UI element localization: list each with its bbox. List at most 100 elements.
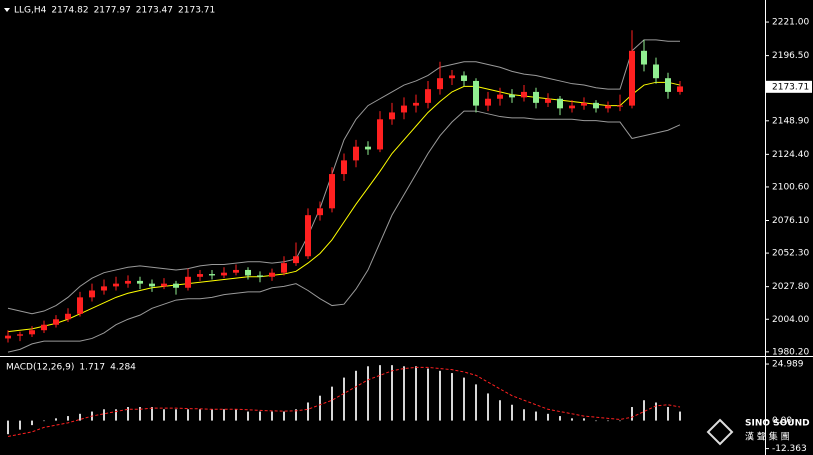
y-tick-label: 2196.50 <box>772 51 809 61</box>
header-text: 2177.97 <box>94 6 131 16</box>
candle-body <box>29 330 35 335</box>
candle-body <box>197 274 203 277</box>
macd-bar <box>595 420 597 422</box>
y-tick-label: 2100.60 <box>772 182 809 192</box>
macd-bar <box>535 411 537 421</box>
candle-body <box>389 112 395 120</box>
macd-bar <box>523 409 525 421</box>
macd-bar <box>451 373 453 421</box>
y-tick-label: 2076.10 <box>772 216 809 226</box>
macd-bar <box>487 393 489 421</box>
candle-body <box>353 146 359 161</box>
macd-bar <box>607 420 609 422</box>
candle-body <box>557 98 563 109</box>
y-tick-label: 1980.20 <box>772 347 809 357</box>
candle-body <box>437 78 443 90</box>
y-tick-label: 2052.30 <box>772 249 809 259</box>
macd-bar <box>391 365 393 421</box>
candle-body <box>257 275 263 277</box>
header-text: 2174.82 <box>51 6 88 16</box>
macd-bar <box>439 370 441 421</box>
macd-bar <box>187 409 189 421</box>
candle-body <box>497 94 503 99</box>
macd-bar <box>127 407 129 421</box>
candle-body <box>113 283 119 287</box>
macd-bar <box>403 366 405 421</box>
macd-bar <box>475 384 477 421</box>
macd-header: 4.284 <box>110 363 136 373</box>
candle-body <box>101 286 107 291</box>
candle-body <box>53 319 59 325</box>
candle-body <box>185 276 191 288</box>
candle-body <box>77 297 83 314</box>
macd-bar <box>175 409 177 421</box>
macd-bar <box>19 420 21 430</box>
macd-bar <box>415 366 417 421</box>
candle-body <box>305 215 311 257</box>
candle-body <box>281 263 287 273</box>
macd-bar <box>343 377 345 421</box>
bollinger-upper <box>7 39 680 315</box>
candle-body <box>473 80 479 106</box>
macd-bar <box>7 420 9 435</box>
y-tick-label: -12.363 <box>772 444 807 454</box>
macd-bar <box>583 418 585 421</box>
candle-body <box>365 146 371 150</box>
macd-bar <box>355 370 357 421</box>
candle-body <box>569 105 575 109</box>
candle-body <box>401 105 407 113</box>
candle-body <box>341 160 347 175</box>
macd-bar <box>571 418 573 421</box>
candle-body <box>317 208 323 216</box>
y-tick-label: 0.00 <box>772 416 792 426</box>
candle-body <box>665 78 671 92</box>
candle-body <box>593 102 599 109</box>
last-price-box <box>766 80 812 93</box>
macd-bar <box>259 411 261 421</box>
candle-body <box>461 75 467 81</box>
macd-bar <box>463 377 465 421</box>
candle-body <box>377 119 383 150</box>
macd-bar <box>499 400 501 421</box>
candle-body <box>65 313 71 320</box>
logo-icon <box>706 418 734 446</box>
macd-bar <box>43 420 45 422</box>
macd-header: 1.717 <box>79 363 105 373</box>
candle-body <box>413 102 419 106</box>
macd-bar <box>211 409 213 421</box>
macd-bar <box>559 416 561 421</box>
candle-body <box>617 105 623 107</box>
macd-bar <box>367 366 369 421</box>
candle-body <box>425 89 431 103</box>
macd-bar <box>223 409 225 421</box>
candle-body <box>161 283 167 287</box>
moving-average <box>7 81 681 333</box>
macd-bar <box>643 400 645 421</box>
candle-body <box>137 280 143 284</box>
candle-body <box>581 102 587 106</box>
macd-bar <box>163 409 165 421</box>
macd-header: MACD(12,26,9) <box>6 363 74 373</box>
macd-bar <box>103 409 105 421</box>
macd-bar <box>547 413 549 421</box>
macd-bar <box>271 411 273 421</box>
candle-body <box>677 86 683 92</box>
candle-body <box>5 335 11 339</box>
candle-body <box>209 274 215 276</box>
candle-body <box>653 64 659 79</box>
macd-bar <box>379 365 381 421</box>
bollinger-lower <box>7 110 681 353</box>
y-tick-label: 2221.00 <box>772 18 809 28</box>
dropdown-icon[interactable] <box>4 8 10 12</box>
macd-bar <box>631 407 633 421</box>
macd-bar <box>247 411 249 421</box>
macd-bar <box>67 416 69 421</box>
y-tick-label: 2027.80 <box>772 282 809 292</box>
macd-bar <box>31 420 33 426</box>
candle-body <box>485 98 491 106</box>
macd-signal <box>7 366 681 437</box>
macd-bar <box>199 409 201 421</box>
logo-subtitle: 漢 聲 集 團 <box>745 431 790 443</box>
